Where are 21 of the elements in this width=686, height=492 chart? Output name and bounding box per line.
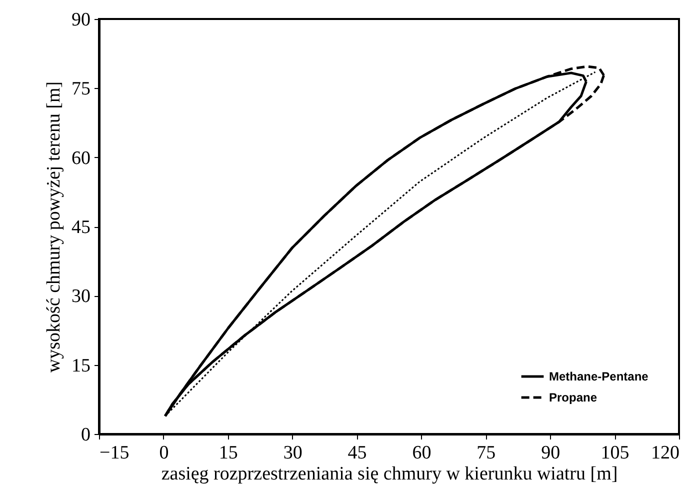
- x-tick-label: 60: [412, 442, 432, 464]
- y-axis-title: wysokość chmury powyżej terenu [m]: [44, 81, 64, 373]
- x-tick-label: −15: [100, 442, 130, 464]
- x-tick-label: 30: [283, 442, 302, 464]
- y-tick-label: 15: [72, 355, 90, 376]
- legend-label: Methane-Pentane: [549, 370, 649, 384]
- x-tick-label: 90: [541, 442, 560, 464]
- x-tick-label: 120: [651, 442, 680, 464]
- x-tick-label: 75: [476, 442, 496, 464]
- y-tick-label: 30: [72, 286, 90, 308]
- x-tick-label: 105: [600, 442, 630, 464]
- y-tick-label: 75: [72, 78, 90, 100]
- x-tick-label: 0: [159, 442, 169, 464]
- y-tick-label: 60: [72, 148, 90, 169]
- x-tick-label: 15: [218, 442, 238, 464]
- x-axis-title: zasięg rozprzestrzeniania się chmury w kierunku wiatru [m]: [161, 464, 618, 484]
- y-tick-label: 0: [81, 424, 90, 446]
- x-tick-label: 45: [348, 442, 367, 464]
- y-tick-label: 45: [72, 217, 90, 238]
- legend-label: Propane: [549, 390, 598, 404]
- y-tick-label: 90: [72, 10, 90, 30]
